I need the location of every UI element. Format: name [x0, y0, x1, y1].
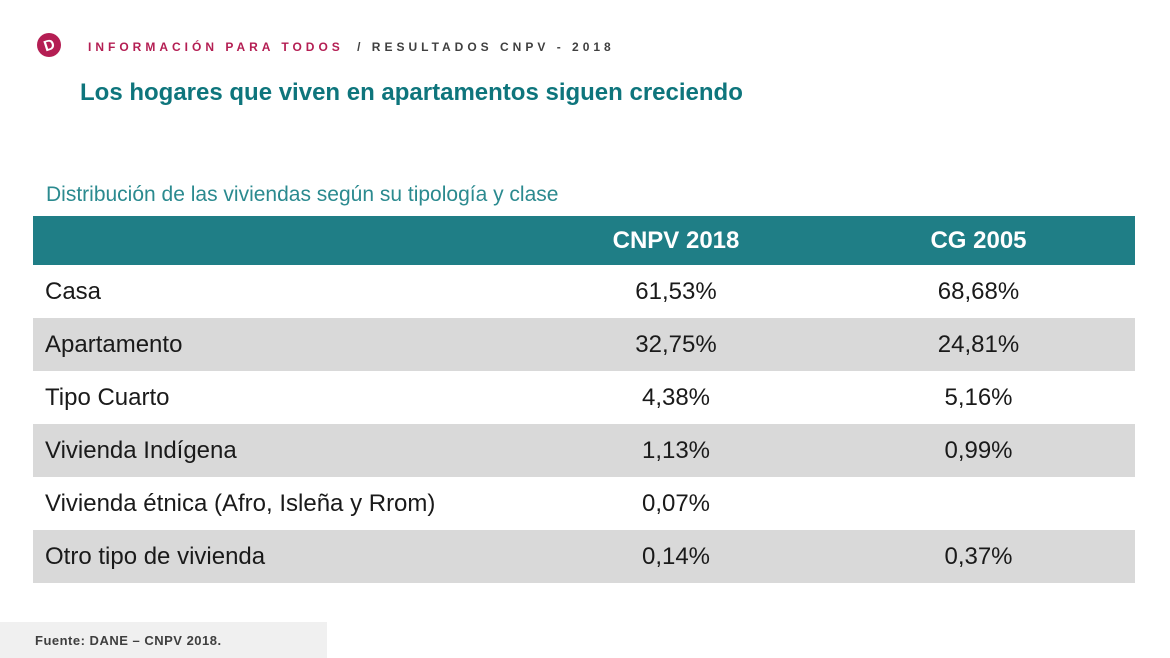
cell-cnpv-2018: 4,38%	[641, 383, 711, 411]
row-label: Vivienda étnica (Afro, Isleña y Rrom)	[45, 489, 436, 517]
breadcrumb-primary: INFORMACIÓN PARA TODOS	[88, 40, 344, 54]
cell-cg-2005: 0,99%	[944, 436, 1013, 464]
row-label: Tipo Cuarto	[45, 383, 170, 411]
dane-logo-icon: D	[37, 33, 61, 57]
cell-cnpv-2018: 61,53%	[635, 277, 717, 305]
cell-cnpv-2018: 1,13%	[641, 436, 711, 464]
source-note: Fuente: DANE – CNPV 2018.	[35, 632, 222, 648]
table-header-row: CNPV 2018 CG 2005	[33, 216, 1135, 265]
cell-cnpv-2018: 32,75%	[635, 330, 717, 358]
housing-type-table: CNPV 2018 CG 2005 Casa 61,53% 68,68% Apa…	[33, 216, 1135, 583]
row-label: Vivienda Indígena	[45, 436, 237, 464]
column-header-cnpv-2018: CNPV 2018	[612, 226, 740, 254]
table-row: Casa 61,53% 68,68%	[33, 265, 1135, 318]
cell-cg-2005: 5,16%	[944, 383, 1013, 411]
cell-cnpv-2018: 0,07%	[641, 489, 711, 517]
row-label: Casa	[45, 277, 102, 305]
cell-cg-2005: 0,37%	[944, 542, 1013, 570]
cell-cg-2005: 24,81%	[937, 330, 1020, 358]
cell-cnpv-2018: 0,14%	[641, 542, 711, 570]
table-row: Vivienda Indígena 1,13% 0,99%	[33, 424, 1135, 477]
breadcrumb-secondary: / RESULTADOS CNPV - 2018	[357, 40, 615, 54]
table-row: Otro tipo de vivienda 0,14% 0,37%	[33, 530, 1135, 583]
column-header-cg-2005: CG 2005	[930, 226, 1027, 254]
table-caption: Distribución de las viviendas según su t…	[46, 183, 559, 206]
dane-logo-letter: D	[41, 35, 57, 55]
row-label: Otro tipo de vivienda	[45, 542, 266, 570]
table-row: Apartamento 32,75% 24,81%	[33, 318, 1135, 371]
cell-cg-2005: 68,68%	[937, 277, 1020, 305]
breadcrumb: INFORMACIÓN PARA TODOS / RESULTADOS CNPV…	[88, 40, 615, 54]
page-title: Los hogares que viven en apartamentos si…	[80, 79, 743, 106]
row-label: Apartamento	[45, 330, 183, 358]
source-band: Fuente: DANE – CNPV 2018.	[0, 622, 327, 658]
table-row: Vivienda étnica (Afro, Isleña y Rrom) 0,…	[33, 477, 1135, 530]
table-row: Tipo Cuarto 4,38% 5,16%	[33, 371, 1135, 424]
